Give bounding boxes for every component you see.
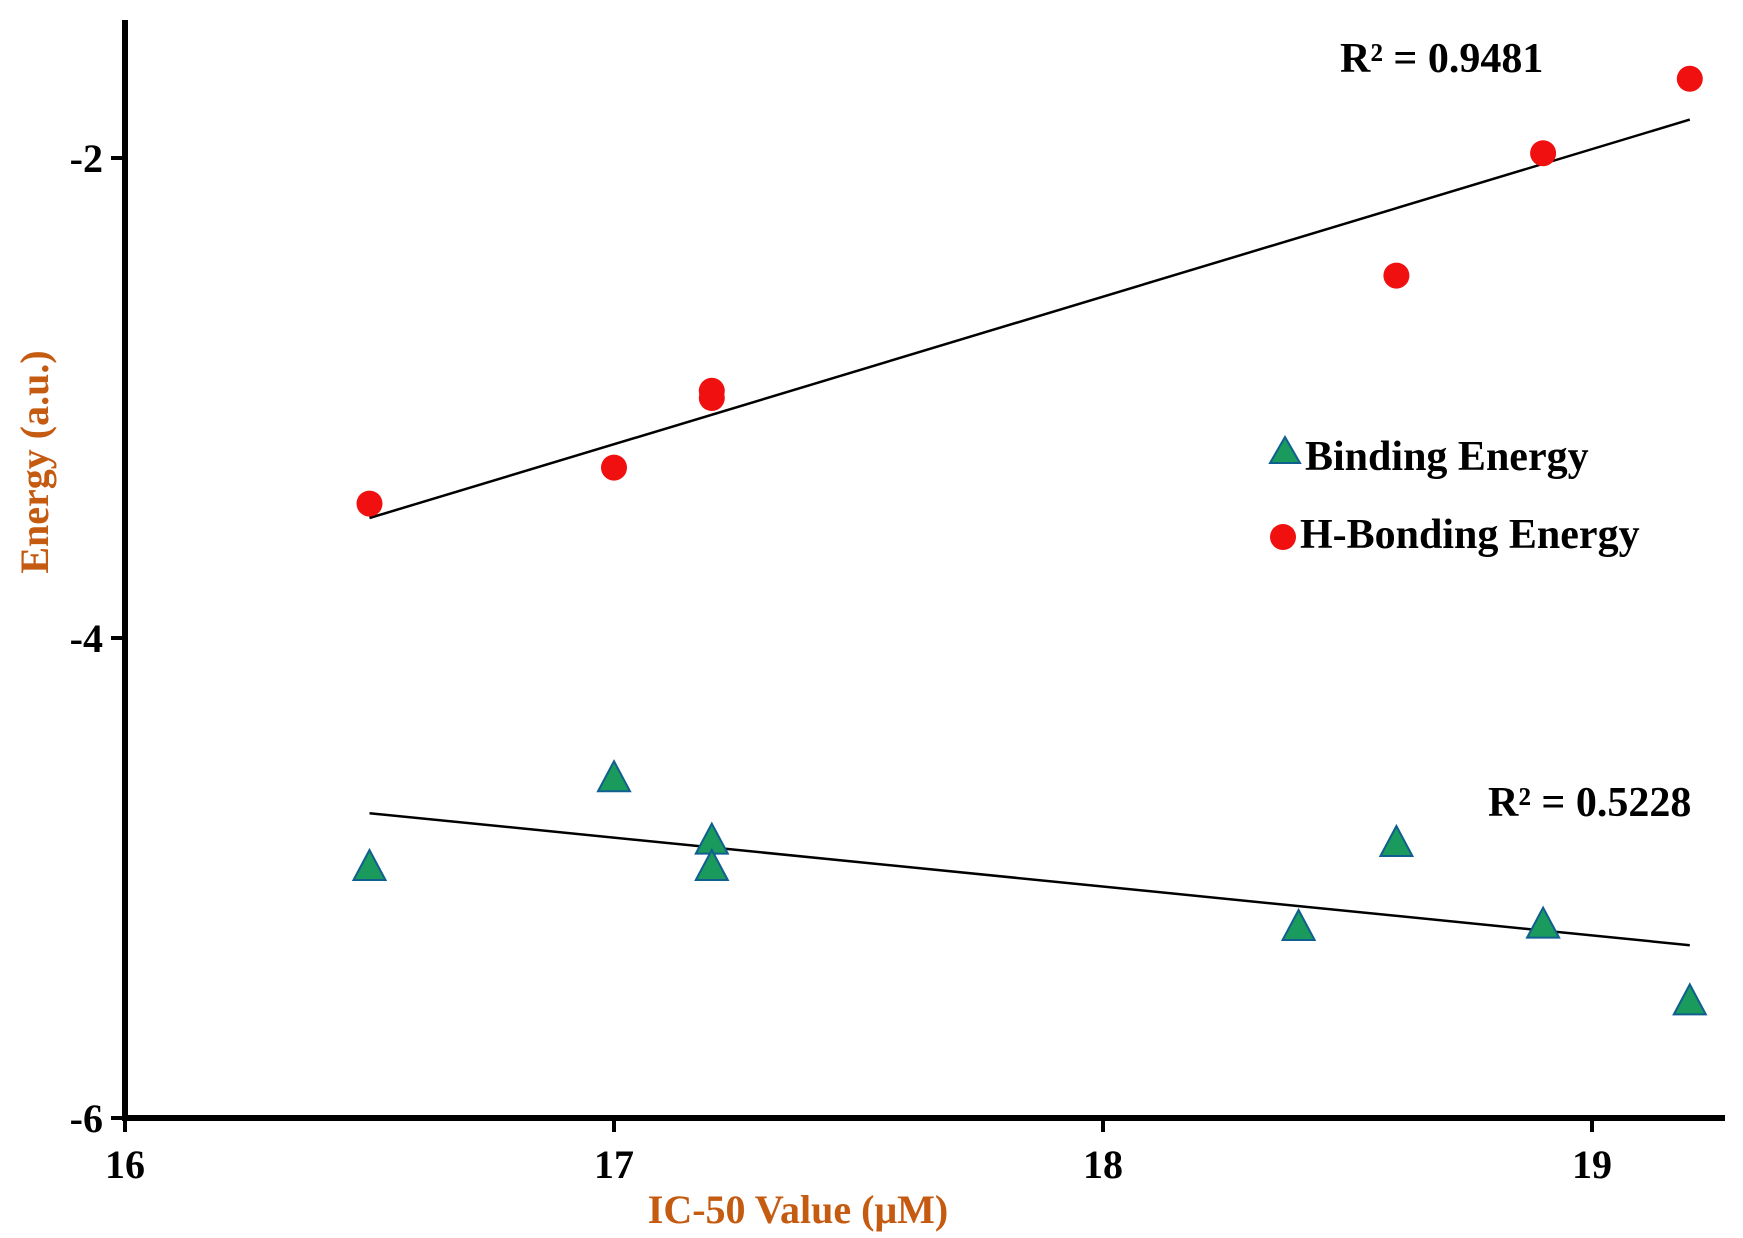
hbond-point-3 [698, 385, 725, 411]
hbond-point-5 [1530, 140, 1557, 167]
y-tick-label--4: -4 [70, 616, 103, 661]
hbond-trendline [369, 118, 1691, 520]
x-axis-title: IC-50 Value (μM) [648, 1187, 948, 1232]
binding-point-7 [1672, 982, 1708, 1016]
hbond-r2-label: R² = 0.9481 [1340, 36, 1543, 82]
binding-point-3 [694, 847, 730, 881]
y-axis-title: Energy (a.u.) [12, 350, 57, 573]
hbond-point-4 [1383, 262, 1410, 289]
y-tick-label--2: -2 [70, 136, 103, 181]
y-tick-label--6: -6 [70, 1096, 103, 1141]
hbond-point-0 [356, 490, 383, 517]
binding-point-4 [1280, 907, 1317, 941]
legend: Binding Energy H-Bonding Energy [1268, 434, 1640, 558]
binding-r2-label: R² = 0.5228 [1488, 780, 1691, 826]
x-tick-label-18: 18 [1083, 1142, 1123, 1187]
x-tick-label-16: 16 [105, 1142, 145, 1187]
binding-point-5 [1378, 823, 1415, 857]
x-tick-label-19: 19 [1572, 1142, 1612, 1187]
binding-trendline [369, 811, 1690, 947]
data-points [351, 65, 1708, 1016]
legend-binding-label: Binding Energy [1305, 434, 1589, 480]
x-tick-label-17: 17 [594, 1142, 634, 1187]
legend-hbond-marker [1270, 524, 1296, 550]
trendlines [369, 118, 1691, 947]
hbond-point-1 [601, 454, 627, 481]
legend-binding-marker [1268, 434, 1302, 464]
binding-point-0 [351, 847, 388, 881]
binding-point-6 [1525, 905, 1561, 939]
binding-point-1 [596, 759, 632, 793]
legend-hbond-label: H-Bonding Energy [1300, 512, 1640, 558]
axes: 16 17 18 19 -2 -4 -6 [70, 20, 1725, 1187]
hbond-point-6 [1676, 65, 1703, 92]
